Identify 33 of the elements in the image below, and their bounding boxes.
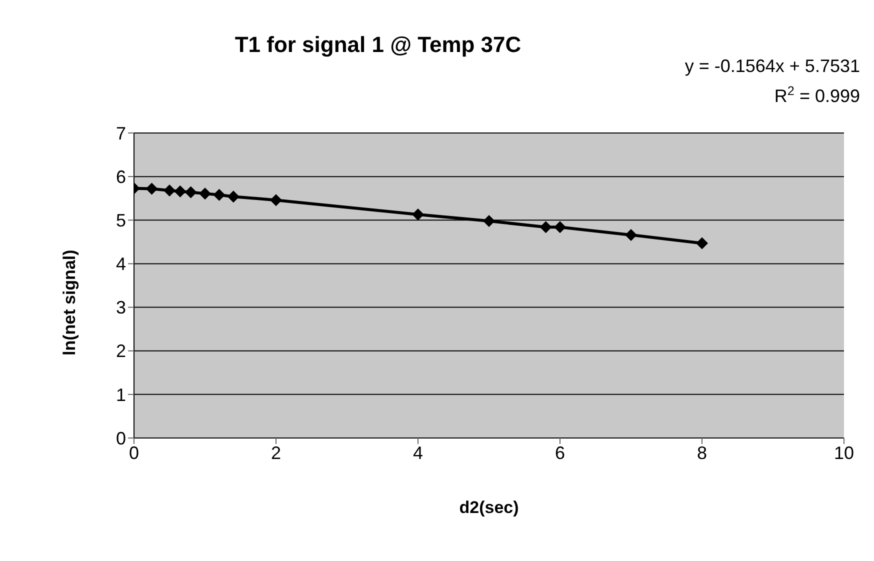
point <box>174 185 186 198</box>
y-tick-label: 7 <box>116 123 126 144</box>
y-tick-label: 1 <box>116 384 126 405</box>
point <box>213 188 226 201</box>
point <box>696 237 708 250</box>
x-tick-label: 2 <box>270 442 282 463</box>
point <box>270 194 282 206</box>
text: y = -0.1564x + 5.7531 <box>684 56 860 76</box>
point <box>483 215 495 228</box>
point <box>199 188 211 200</box>
x-tick-label: 4 <box>412 442 424 463</box>
point <box>227 190 240 203</box>
point <box>625 228 637 241</box>
y-tick-label: 5 <box>116 210 126 231</box>
y-axis-title: ln(net signal) <box>60 250 80 356</box>
point <box>146 182 158 195</box>
y-tick-label: 0 <box>116 428 126 448</box>
y-tick-label: 4 <box>116 254 126 274</box>
chart-title: T1 for signal 1 @ Temp 37C <box>234 32 522 57</box>
y-tick-label: 3 <box>116 298 126 318</box>
x-tick-label: 6 <box>554 442 566 463</box>
y-tick-label: 6 <box>116 166 126 187</box>
y-tick-label: 2 <box>116 341 126 362</box>
point <box>554 221 566 234</box>
x-tick-label: 8 <box>696 442 708 463</box>
x-axis-title: d2(sec) <box>459 498 519 517</box>
x-tick-label: 0 <box>128 442 140 463</box>
point <box>184 186 197 198</box>
point <box>164 184 176 197</box>
text: R$^{2}$ = 0.999 <box>774 84 860 106</box>
point <box>412 208 424 220</box>
x-tick-label: 10 <box>834 442 854 463</box>
point <box>540 221 552 234</box>
